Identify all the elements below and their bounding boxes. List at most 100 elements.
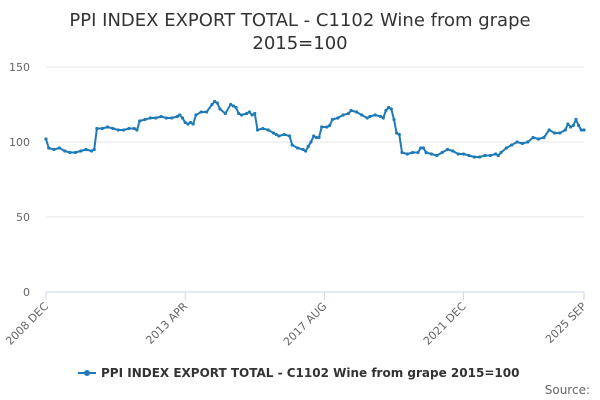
data-point[interactable]: [373, 113, 377, 117]
data-point[interactable]: [245, 111, 249, 116]
data-point[interactable]: [510, 143, 514, 147]
data-point[interactable]: [360, 113, 364, 117]
data-point[interactable]: [253, 111, 257, 116]
data-point[interactable]: [328, 123, 332, 128]
data-point[interactable]: [312, 134, 316, 138]
data-point[interactable]: [494, 152, 498, 156]
data-point[interactable]: [111, 126, 115, 131]
data-point[interactable]: [234, 105, 238, 110]
data-point[interactable]: [336, 116, 340, 120]
data-point[interactable]: [79, 149, 83, 153]
data-point[interactable]: [379, 114, 383, 119]
data-point[interactable]: [191, 122, 195, 126]
data-point[interactable]: [389, 107, 393, 111]
data-point[interactable]: [306, 144, 310, 149]
data-point[interactable]: [462, 152, 466, 156]
data-point[interactable]: [116, 128, 120, 132]
data-point[interactable]: [515, 140, 519, 144]
data-point[interactable]: [526, 140, 530, 144]
data-point[interactable]: [435, 153, 439, 158]
data-point[interactable]: [424, 150, 428, 155]
data-point[interactable]: [531, 135, 535, 140]
data-point[interactable]: [170, 116, 174, 120]
data-point[interactable]: [231, 104, 235, 108]
data-point[interactable]: [290, 143, 294, 147]
data-point[interactable]: [397, 132, 401, 137]
data-point[interactable]: [186, 122, 190, 126]
data-point[interactable]: [405, 152, 409, 156]
data-point[interactable]: [89, 149, 94, 153]
data-point[interactable]: [387, 105, 391, 110]
data-point[interactable]: [188, 120, 193, 125]
data-point[interactable]: [571, 123, 575, 128]
data-point[interactable]: [205, 110, 209, 114]
data-point[interactable]: [239, 113, 243, 117]
data-point[interactable]: [483, 153, 487, 158]
data-point[interactable]: [178, 113, 182, 117]
data-point[interactable]: [563, 128, 567, 132]
data-point[interactable]: [52, 147, 56, 152]
data-point[interactable]: [419, 146, 423, 150]
data-point[interactable]: [381, 116, 385, 120]
data-point[interactable]: [301, 147, 305, 152]
data-point[interactable]: [132, 126, 136, 131]
data-point[interactable]: [582, 128, 586, 132]
data-point[interactable]: [341, 113, 345, 117]
data-point[interactable]: [395, 131, 399, 135]
data-point[interactable]: [73, 150, 77, 155]
data-point[interactable]: [558, 131, 562, 135]
data-point[interactable]: [261, 126, 265, 131]
data-point[interactable]: [499, 150, 503, 155]
data-point[interactable]: [92, 147, 96, 152]
data-point[interactable]: [223, 111, 227, 116]
data-point[interactable]: [213, 99, 217, 104]
data-point[interactable]: [411, 150, 415, 155]
data-point[interactable]: [400, 150, 404, 155]
data-point[interactable]: [194, 113, 198, 117]
data-point[interactable]: [164, 116, 168, 120]
data-point[interactable]: [154, 116, 158, 120]
data-point[interactable]: [368, 114, 372, 119]
data-point[interactable]: [579, 128, 583, 132]
data-point[interactable]: [122, 128, 126, 132]
data-point[interactable]: [421, 146, 425, 150]
data-point[interactable]: [282, 132, 286, 137]
data-point[interactable]: [536, 137, 541, 141]
data-point[interactable]: [277, 134, 281, 138]
data-point[interactable]: [574, 117, 578, 122]
data-point[interactable]: [317, 135, 321, 140]
data-point[interactable]: [569, 125, 573, 129]
data-point[interactable]: [63, 149, 67, 153]
data-point[interactable]: [159, 114, 163, 119]
data-point[interactable]: [266, 128, 270, 132]
data-point[interactable]: [229, 102, 233, 107]
data-point[interactable]: [547, 128, 551, 132]
data-point[interactable]: [429, 152, 433, 156]
data-point[interactable]: [135, 128, 139, 132]
data-point[interactable]: [553, 131, 557, 135]
data-point[interactable]: [467, 153, 471, 158]
data-point[interactable]: [199, 110, 203, 114]
data-point[interactable]: [68, 150, 72, 155]
data-point[interactable]: [47, 146, 51, 150]
data-point[interactable]: [106, 125, 110, 129]
data-point[interactable]: [175, 114, 179, 119]
data-point[interactable]: [330, 117, 334, 122]
data-point[interactable]: [148, 116, 152, 120]
data-point[interactable]: [215, 101, 219, 105]
data-point[interactable]: [127, 126, 131, 131]
data-point[interactable]: [57, 146, 62, 150]
data-point[interactable]: [314, 135, 318, 140]
data-point[interactable]: [309, 140, 313, 144]
data-point[interactable]: [296, 146, 300, 150]
data-point[interactable]: [218, 107, 222, 111]
legend[interactable]: PPI INDEX EXPORT TOTAL - C1102 Wine from…: [78, 366, 519, 380]
data-point[interactable]: [496, 153, 500, 158]
data-point[interactable]: [577, 123, 581, 128]
data-point[interactable]: [325, 125, 329, 129]
data-point[interactable]: [180, 116, 185, 120]
data-point[interactable]: [451, 149, 455, 153]
data-point[interactable]: [445, 147, 450, 152]
data-point[interactable]: [237, 111, 241, 116]
data-point[interactable]: [520, 141, 525, 146]
